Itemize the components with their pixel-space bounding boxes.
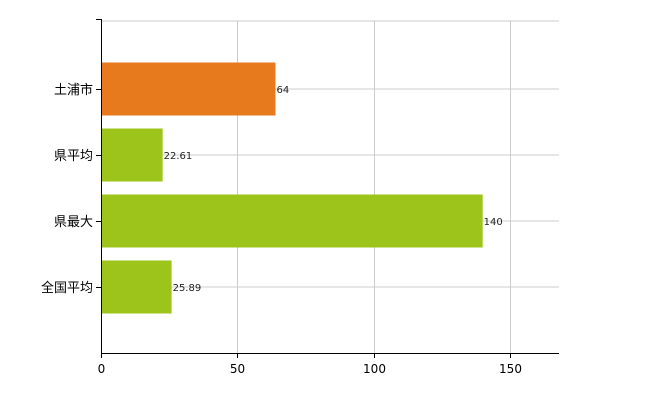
category-label: 県平均 — [54, 149, 93, 164]
x-tick-label: 100 — [363, 362, 386, 376]
x-tick-label: 150 — [499, 362, 522, 376]
data-label: 140 — [484, 217, 503, 228]
x-tick-label: 0 — [98, 362, 106, 376]
category-label: 土浦市 — [54, 82, 93, 98]
category-label: 全国平均 — [41, 280, 93, 296]
axis-layer — [96, 19, 559, 358]
data-label: 22.61 — [164, 151, 193, 162]
bar — [101, 128, 163, 182]
category-label: 県最大 — [54, 215, 93, 230]
data-label: 25.89 — [173, 283, 202, 294]
bar — [101, 194, 483, 248]
data-label: 64 — [276, 85, 289, 96]
x-tick-label: 50 — [230, 362, 245, 376]
bar — [101, 62, 276, 116]
bar-layer — [101, 62, 483, 314]
bar — [101, 260, 172, 314]
